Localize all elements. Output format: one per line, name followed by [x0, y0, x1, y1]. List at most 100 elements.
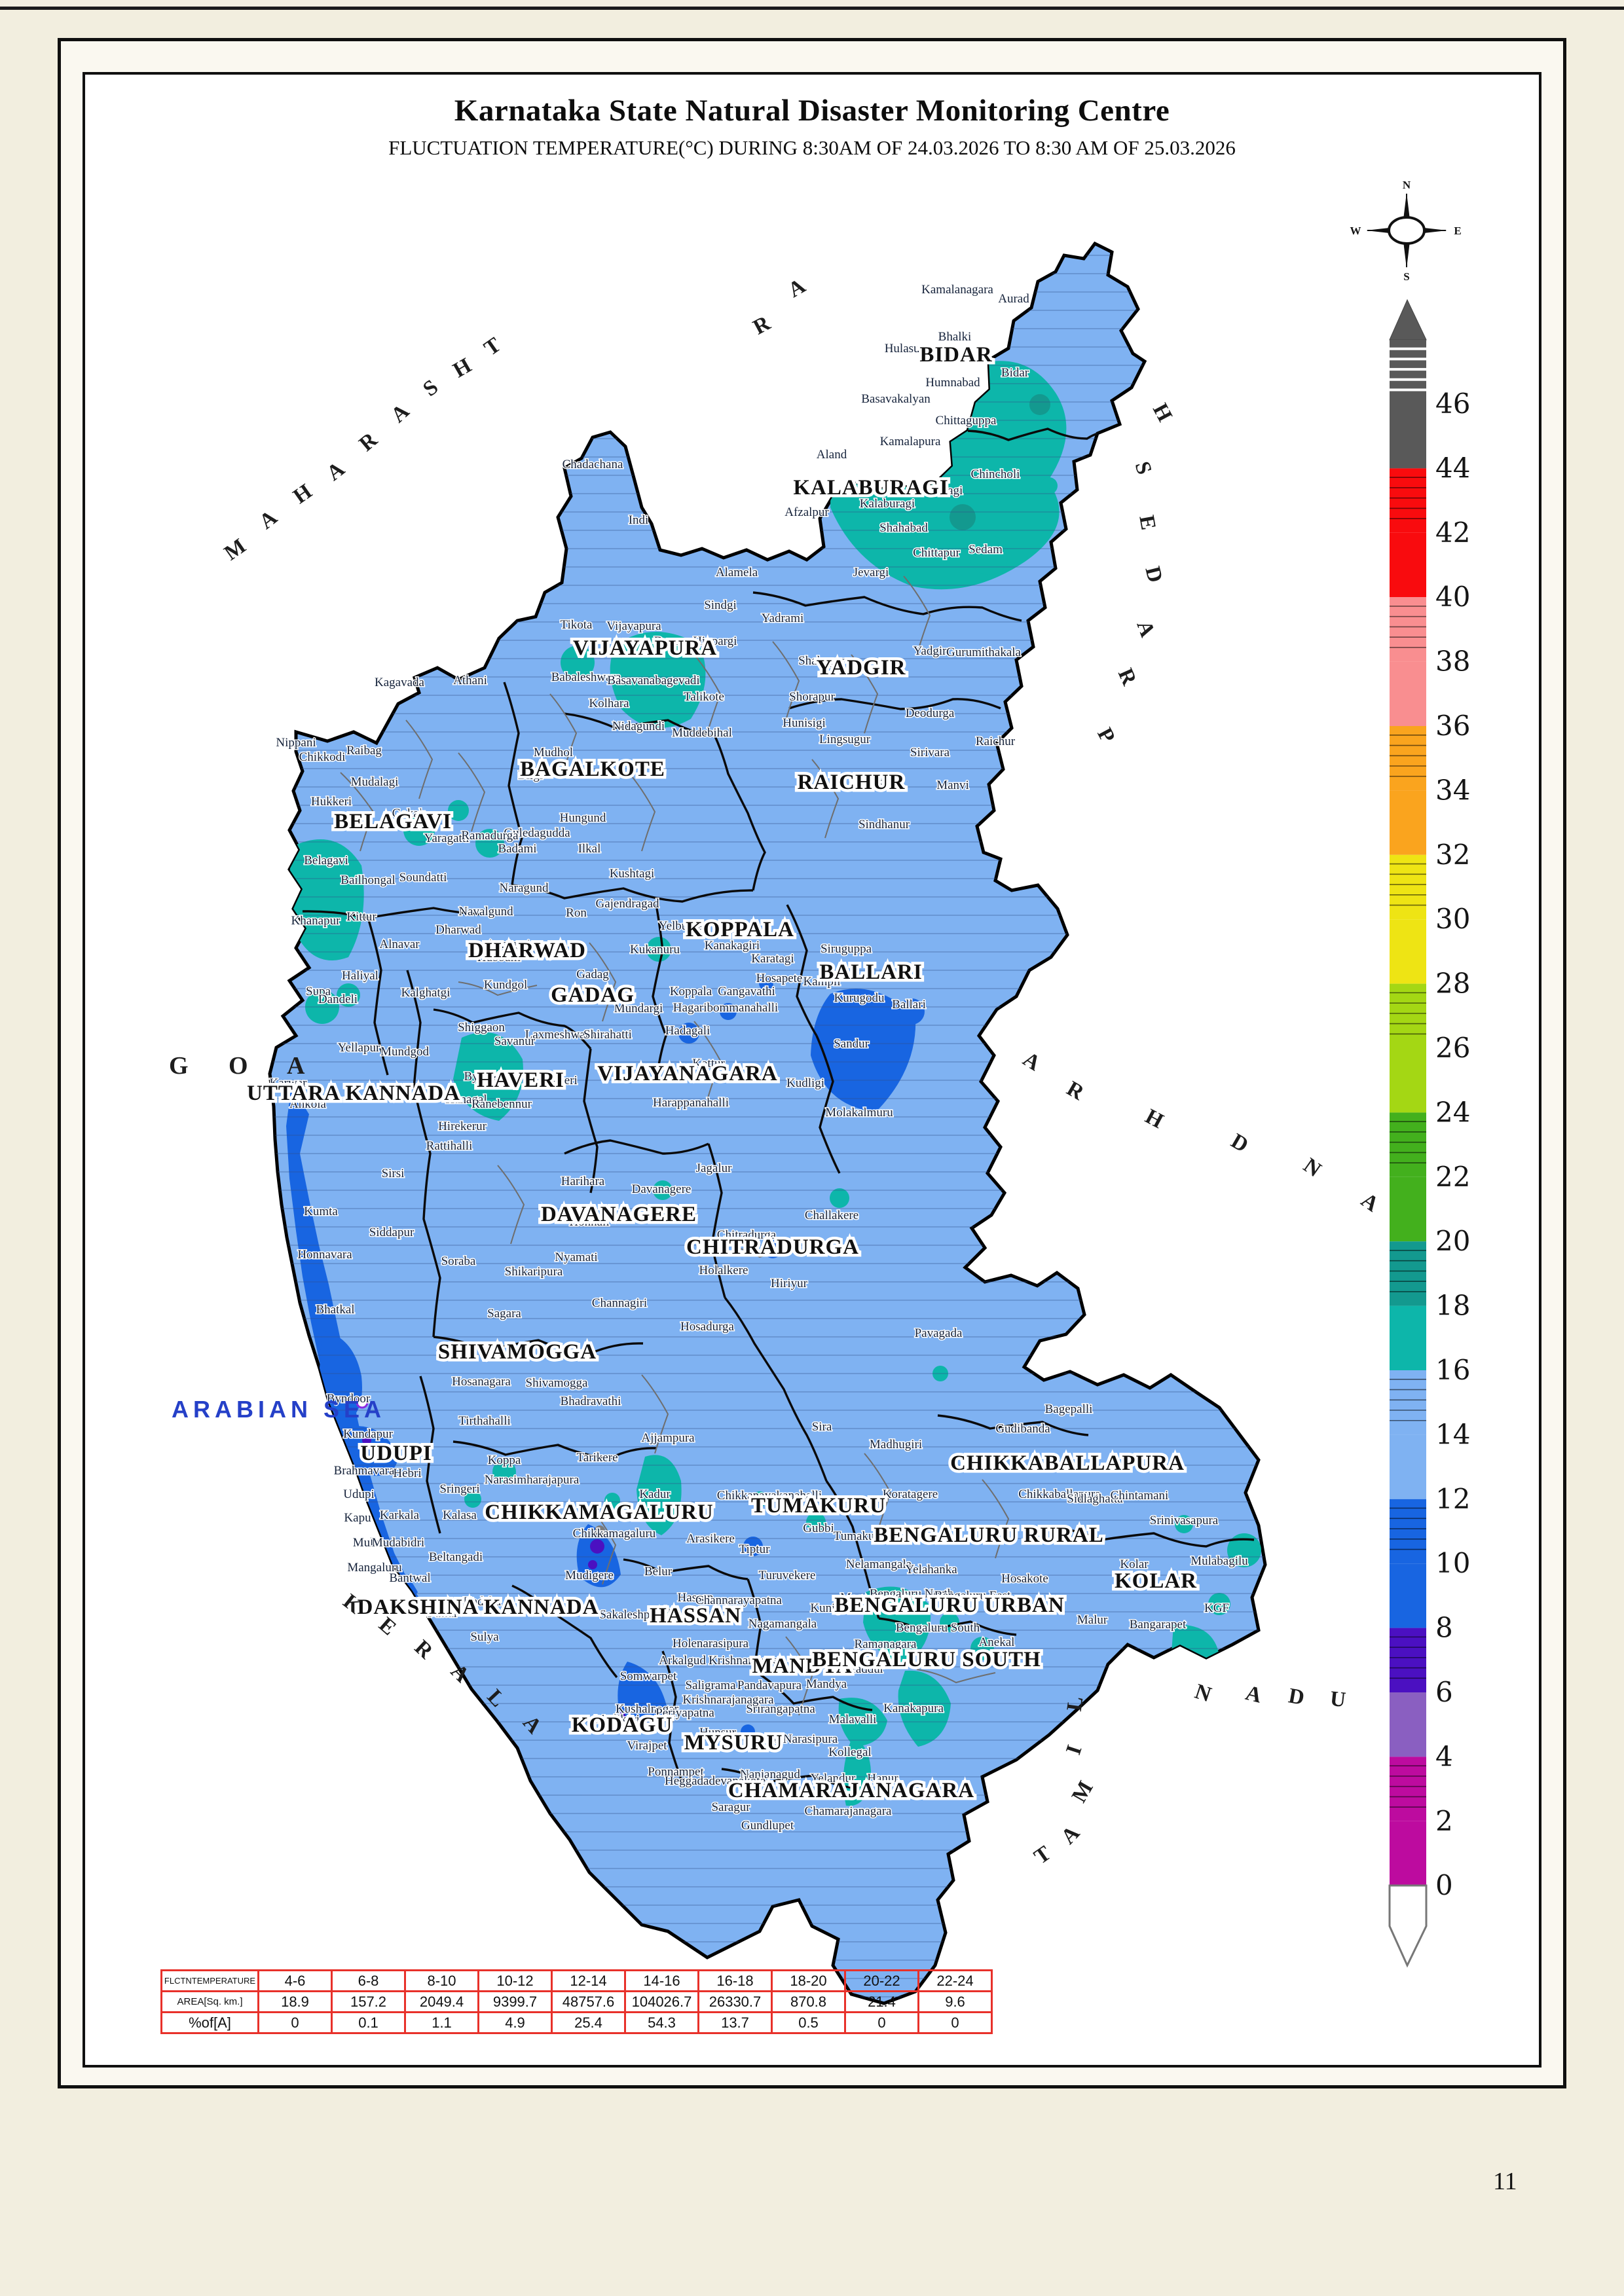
taluk-boundary	[982, 1479, 1010, 1559]
state-outline	[268, 241, 1267, 2005]
taluk-label: Alnavar	[379, 938, 420, 951]
temperature-legend: 4644424038363432302826242220181614121086…	[1388, 299, 1470, 1968]
taluk-label: Heggadadevanakote	[665, 1774, 766, 1788]
taluk-label: Chikkanayakanahalli	[717, 1489, 822, 1503]
taluk-label: Hanur	[867, 1772, 898, 1785]
area-cell: 9399.7	[477, 1990, 553, 2013]
taluk-label: Mangaluru	[347, 1561, 402, 1575]
taluk-label: Sagara	[487, 1307, 521, 1321]
taluk-label: Mundgod	[380, 1045, 429, 1059]
taluk-label: Basavakalyan	[861, 392, 931, 406]
taluk-label: Koratagere	[883, 1487, 938, 1501]
taluk-boundary	[851, 654, 879, 734]
taluk-label: Khanapur	[291, 914, 341, 928]
table-row: FLCTNTEMPERATURE 4-6 6-8 8-10 10-12 12-14 14-1…	[160, 1969, 993, 1992]
district-label-yadgir: YADGIR	[817, 656, 906, 680]
taluk-label: Kushalnagar	[616, 1702, 679, 1716]
compass-letter-w: W	[1350, 225, 1361, 237]
taluk-label: Sringeri	[439, 1482, 479, 1496]
anomaly-dot	[362, 1436, 371, 1445]
neighbor-letter: D	[1140, 564, 1167, 585]
taluk-label: Yaragatti	[424, 831, 470, 845]
taluk-label: Raibag	[346, 744, 382, 757]
district-label-mysuru: MYSURU	[684, 1731, 783, 1755]
neighbor-letter: D	[1227, 1129, 1253, 1157]
taluk-label: Periyapatna	[655, 1706, 714, 1720]
district-boundary	[937, 1414, 1089, 1436]
taluk-label: Chittaguppa	[936, 414, 997, 428]
compass-hub	[1388, 216, 1426, 245]
anomaly-patch	[453, 1032, 523, 1121]
taluk-label: Udupi	[343, 1487, 375, 1501]
taluk-label: Shorapur	[789, 690, 835, 704]
district-label-uttara-kannada: UTTARA KANNADA	[247, 1082, 460, 1105]
taluk-label: Mandya	[806, 1677, 847, 1691]
district-label-bagalkote: BAGALKOTE	[520, 757, 665, 781]
taluk-label: Channagiri	[592, 1296, 647, 1310]
taluk-label: Basavanabagevadi	[607, 674, 699, 687]
taluk-label: Molakalmuru	[825, 1106, 893, 1120]
neighbor-letter: R	[355, 428, 382, 456]
legend-band-8-10	[1390, 1563, 1426, 1628]
taluk-label: Kampli	[803, 975, 841, 989]
taluk-label: Chikkamagaluru	[573, 1527, 656, 1540]
district-label-chamarajanagara: CHAMARAJANAGARA	[728, 1779, 974, 1802]
legend-bottom-arrow	[1388, 1884, 1428, 1968]
taluk-label: Narasimharajapura	[485, 1473, 580, 1487]
taluk-label: Belur	[644, 1565, 673, 1578]
district-label-bengaluru-south: BENGALURU SOUTH	[812, 1648, 1041, 1671]
legend-tick-label: 10	[1435, 1547, 1470, 1579]
taluk-boundary	[458, 981, 538, 996]
anomaly-dot	[970, 1637, 994, 1660]
district-boundary	[583, 1048, 599, 1194]
anomaly-patch	[289, 839, 364, 960]
taluk-label: Hunisigi	[783, 716, 825, 730]
district-boundary	[623, 1558, 748, 1580]
anomaly-dot	[759, 976, 773, 991]
taluk-label: Srirangapatna	[746, 1702, 815, 1716]
legend-tick-label: 44	[1435, 452, 1470, 484]
legend-band-32-34	[1390, 790, 1426, 855]
taluk-label: Chamarajanagara	[805, 1804, 892, 1818]
district-label-bengaluru-rural: BENGALURU RURAL	[874, 1523, 1103, 1547]
district-boundary	[564, 1139, 709, 1155]
taluk-label: Hosanagara	[452, 1375, 511, 1389]
taluk-label: Nippani	[276, 736, 316, 750]
taluk-label: Pandavapura	[737, 1679, 802, 1692]
taluk-label: Bilgi	[518, 769, 543, 782]
taluk-label: Bangarapet	[1130, 1618, 1187, 1631]
anomaly-patch	[811, 989, 916, 1112]
taluk-label: Hosadurga	[680, 1320, 735, 1334]
anomaly-dot	[475, 829, 504, 858]
taluk-label: Gokak	[392, 807, 426, 820]
taluk-label: Sulya	[470, 1630, 499, 1644]
taluk-label: Hiriyur	[771, 1277, 808, 1290]
taluk-label: Bantwal	[389, 1571, 430, 1585]
taluk-label: Anekal	[979, 1635, 1015, 1649]
taluk-label: Karkala	[380, 1508, 420, 1522]
neighbor-letter: A	[1057, 1821, 1085, 1849]
pct-cell: 25.4	[551, 2011, 626, 2034]
taluk-label: Yadgir	[913, 644, 948, 658]
legend-tick-label: 28	[1435, 968, 1470, 1000]
district-label-davanagere: DAVANAGERE	[541, 1203, 697, 1226]
pct-cell: 1.1	[404, 2011, 479, 2034]
legend-tick-label: 42	[1435, 517, 1470, 549]
taluk-label: Channarayapatna	[695, 1594, 782, 1607]
taluk-label: Holenarasipura	[673, 1637, 749, 1650]
district-label-kalaburagi: KALABURAGI	[793, 476, 948, 500]
taluk-label: Annigeri	[486, 938, 530, 951]
legend-band-20-22	[1390, 1176, 1426, 1242]
taluk-label: Pavagada	[915, 1326, 963, 1340]
neighbor-letter: D	[1287, 1684, 1306, 1710]
taluk-boundary	[864, 1453, 892, 1533]
taluk-boundary	[916, 1669, 996, 1684]
taluk-label: Hosakote	[1001, 1572, 1048, 1586]
anomaly-dot	[646, 937, 671, 962]
district-label-vijayanagara: VIJAYANAGARA	[597, 1062, 777, 1085]
taluk-label: Bengaluru East	[934, 1589, 1011, 1603]
taluk-label: Arkalgud	[659, 1654, 706, 1667]
range-cell: 14-16	[624, 1969, 699, 1992]
taluk-label: Lingsugur	[819, 733, 871, 746]
